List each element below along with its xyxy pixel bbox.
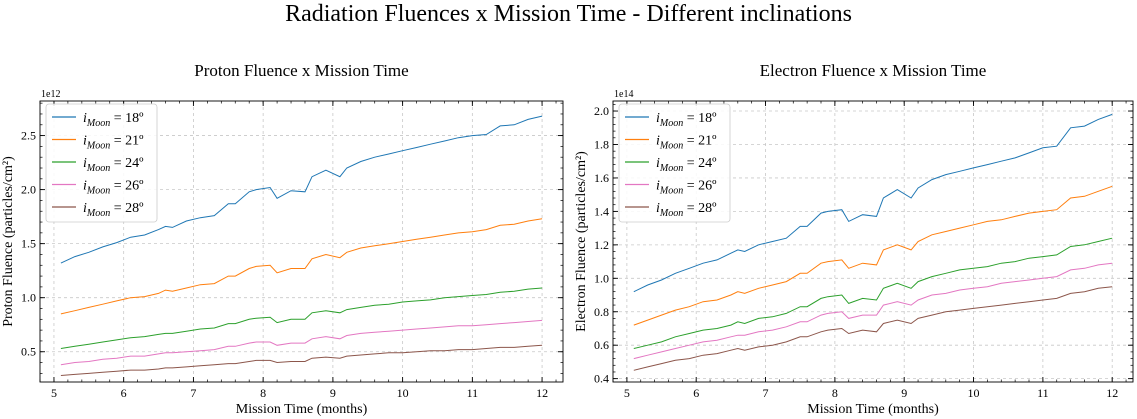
legend-box xyxy=(45,103,158,223)
series-line-1 xyxy=(60,115,543,264)
series-line-4 xyxy=(60,319,543,366)
x-axis-label: Mission Time (months) xyxy=(807,402,939,417)
x-tick-label: 10 xyxy=(397,386,409,400)
series-line-5 xyxy=(633,286,1113,371)
y-tick-label: 1.0 xyxy=(594,271,609,285)
legend-label: iMoon = 21º xyxy=(83,134,144,152)
y-tick-label: 0.6 xyxy=(594,338,609,352)
legend-label: iMoon = 21º xyxy=(656,134,717,152)
plot-frame xyxy=(612,100,1134,383)
y-tick-label: 0.5 xyxy=(21,345,36,359)
x-tick-label: 10 xyxy=(968,386,980,400)
x-tick-label: 8 xyxy=(260,386,266,400)
x-tick-label: 5 xyxy=(624,386,630,400)
chart-title: Electron Fluence x Mission Time xyxy=(760,61,987,80)
series-line-4 xyxy=(633,262,1113,360)
y-tick-label: 1.4 xyxy=(594,204,609,218)
series-line-3 xyxy=(633,237,1113,349)
offset-text: 1e12 xyxy=(41,89,60,100)
y-tick-label: 0.8 xyxy=(594,305,609,319)
chart-1: Proton Fluence x Mission Time 5 6 7 8 9 10 11 12… xyxy=(1,61,564,417)
y-tick-label: 1.8 xyxy=(594,137,609,151)
y-tick-label: 0.4 xyxy=(594,372,609,386)
x-tick-label: 11 xyxy=(1037,386,1049,400)
x-tick-label: 7 xyxy=(763,386,769,400)
chart-2: Electron Fluence x Mission Time 5 6 7 8 9 10 11… xyxy=(574,61,1134,417)
figure-suptitle: Radiation Fluences x Mission Time - Diff… xyxy=(285,1,852,27)
plot-frame xyxy=(39,100,564,383)
legend-label: iMoon = 24º xyxy=(656,156,717,174)
legend: iMoon = 18º iMoon = 21º iMoon = 24º iMoon =… xyxy=(45,103,158,223)
x-tick-label: 12 xyxy=(1106,386,1118,400)
y-axis-label: Proton Fluence (particles/cm²) xyxy=(1,156,16,327)
series-line-3 xyxy=(60,287,543,349)
series-line-1 xyxy=(633,113,1113,293)
legend: iMoon = 18º iMoon = 21º iMoon = 24º iMoon =… xyxy=(618,103,731,223)
x-tick-label: 9 xyxy=(901,386,907,400)
legend-label: iMoon = 28º xyxy=(83,201,144,219)
series-line-5 xyxy=(60,344,543,376)
y-tick-label: 1.5 xyxy=(21,237,36,251)
legend-label: iMoon = 26º xyxy=(656,179,717,197)
y-tick-label: 2.5 xyxy=(21,129,36,143)
x-axis-label: Mission Time (months) xyxy=(236,402,368,417)
x-tick-label: 7 xyxy=(190,386,196,400)
y-tick-label: 1.6 xyxy=(594,171,609,185)
chart-title: Proton Fluence x Mission Time xyxy=(194,61,408,80)
series-line-2 xyxy=(633,185,1113,326)
legend-label: iMoon = 18º xyxy=(83,111,144,129)
x-tick-label: 5 xyxy=(51,386,57,400)
x-tick-label: 8 xyxy=(832,386,838,400)
offset-text: 1e14 xyxy=(614,89,633,100)
y-tick-label: 1.0 xyxy=(21,291,36,305)
x-tick-label: 11 xyxy=(467,386,479,400)
legend-label: iMoon = 24º xyxy=(83,156,144,174)
series-line-2 xyxy=(60,218,543,315)
y-tick-label: 2.0 xyxy=(594,104,609,118)
y-tick-label: 1.2 xyxy=(594,238,609,252)
legend-label: iMoon = 26º xyxy=(83,179,144,197)
x-tick-label: 6 xyxy=(693,386,699,400)
y-axis-label: Electron Fluence (particles/cm²) xyxy=(574,151,589,332)
legend-box xyxy=(618,103,731,223)
x-tick-label: 9 xyxy=(330,386,336,400)
legend-label: iMoon = 18º xyxy=(656,111,717,129)
x-tick-label: 12 xyxy=(536,386,548,400)
legend-label: iMoon = 28º xyxy=(656,201,717,219)
y-tick-label: 2.0 xyxy=(21,183,36,197)
x-tick-label: 6 xyxy=(121,386,127,400)
